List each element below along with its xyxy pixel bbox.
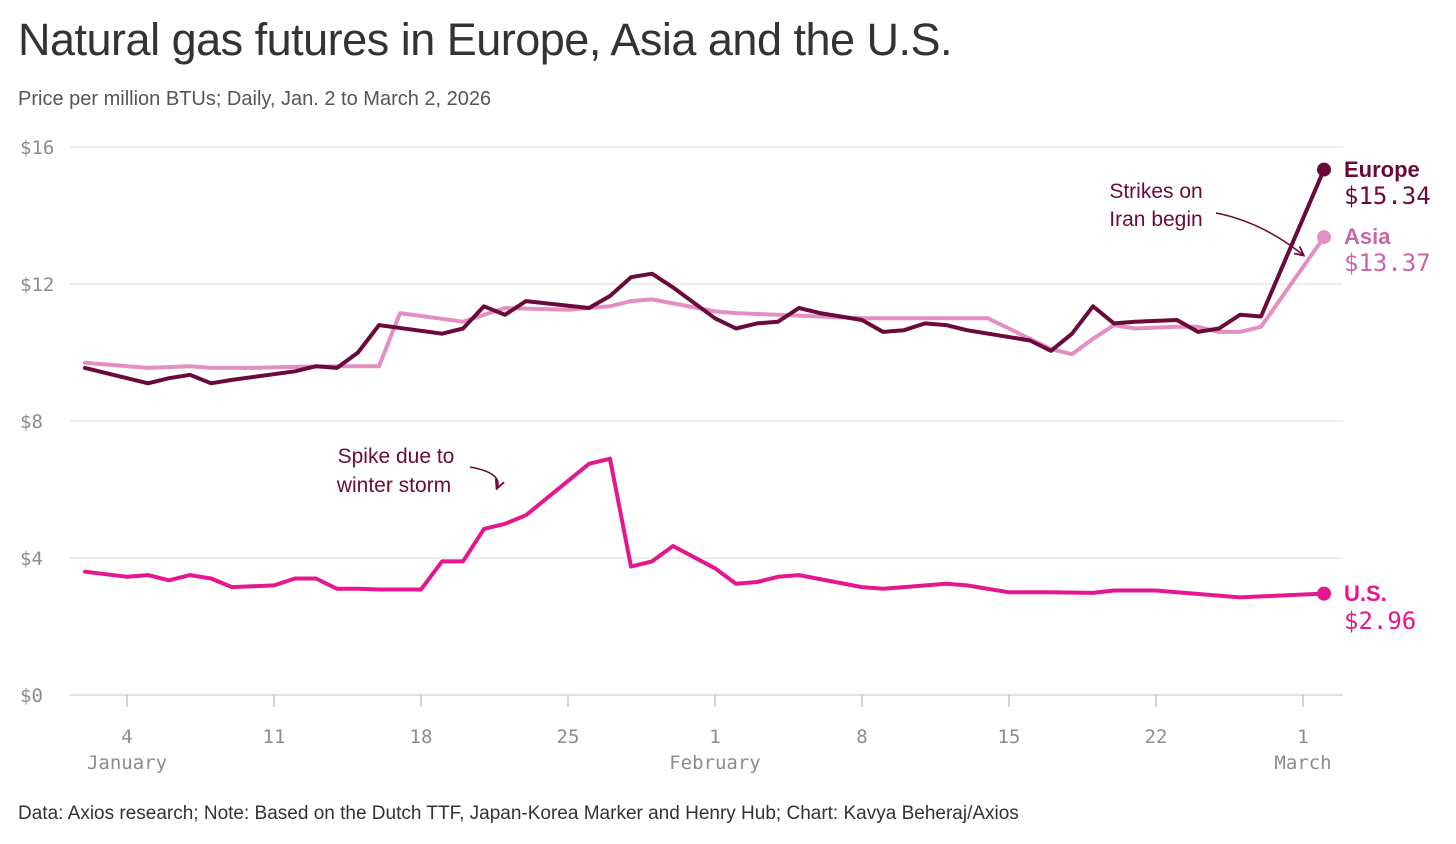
series-end-point-asia (1317, 230, 1331, 245)
series-line-europe (83, 167, 1326, 386)
annotation-storm-arrow (469, 466, 498, 488)
annotation-strikes-line1: Strikes on (1109, 180, 1202, 203)
series-line-asia (83, 235, 1326, 370)
x-tick-label: 8 (856, 726, 867, 748)
series-value-europe: $15.34 (1344, 182, 1431, 210)
series-label-us: U.S. (1344, 581, 1387, 606)
series-value-us: $2.96 (1344, 607, 1416, 635)
series-label-asia: Asia (1344, 224, 1391, 249)
x-month-label: February (669, 752, 761, 774)
x-tick-label: 1 (709, 726, 720, 748)
x-month-label: January (87, 752, 167, 774)
chart-subtitle: Price per million BTUs; Daily, Jan. 2 to… (18, 88, 492, 110)
series-value-asia: $13.37 (1344, 249, 1431, 277)
y-tick-label: $16 (20, 137, 54, 159)
series-end-point-europe (1317, 162, 1331, 177)
chart-footer: Data: Axios research; Note: Based on the… (18, 803, 1019, 824)
x-tick-label: 25 (557, 726, 580, 748)
y-tick-label: $0 (20, 685, 43, 707)
annotation-storm-line1: Spike due to (338, 445, 455, 468)
x-tick-label: 15 (998, 726, 1021, 748)
x-tick-label: 1 (1297, 726, 1308, 748)
annotation-storm-line2: winter storm (336, 474, 451, 497)
y-tick-label: $8 (20, 411, 43, 433)
x-tick-label: 4 (121, 726, 132, 748)
series-line-us (83, 456, 1326, 600)
series-end-point-us (1317, 586, 1331, 601)
y-tick-label: $12 (20, 274, 54, 296)
x-tick-label: 18 (410, 726, 433, 748)
series-label-europe: Europe (1344, 157, 1420, 182)
y-tick-label: $4 (20, 548, 43, 570)
annotation-strikes-line2: Iran begin (1109, 208, 1202, 231)
x-month-label: March (1274, 752, 1331, 774)
x-tick-label: 22 (1145, 726, 1168, 748)
annotation-strikes-arrow (1215, 212, 1303, 255)
x-tick-label: 11 (263, 726, 286, 748)
chart-title: Natural gas futures in Europe, Asia and … (18, 14, 953, 65)
